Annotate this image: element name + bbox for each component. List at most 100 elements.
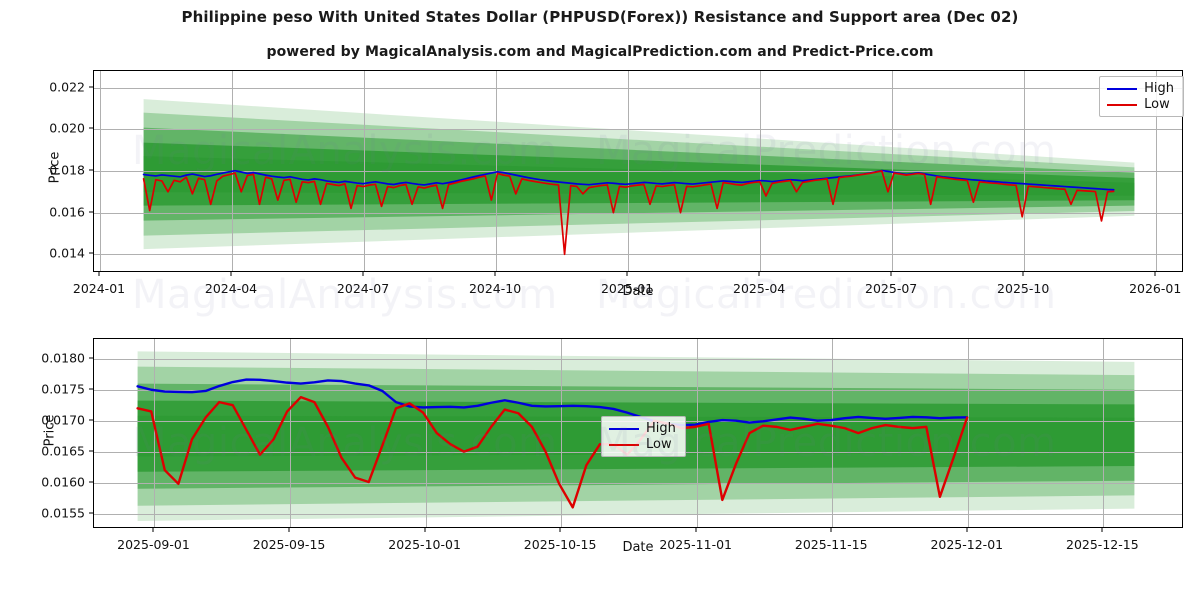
- legend-swatch-low: [1107, 103, 1138, 106]
- x-axis-tick-label: 2025-10-01: [388, 537, 461, 552]
- y-axis-tick-mark: [89, 450, 93, 452]
- gridline-horizontal: [94, 389, 1182, 391]
- legend-label-high: High: [646, 421, 676, 436]
- series-line-high: [142, 169, 1115, 191]
- x-axis-tick-mark: [424, 528, 426, 532]
- x-axis-tick-mark: [830, 528, 832, 532]
- gridline-horizontal: [94, 212, 1182, 214]
- x-axis-tick-mark: [98, 272, 100, 276]
- y-axis-tick-label: 0.018: [49, 162, 85, 178]
- legend-swatch-low: [609, 443, 639, 446]
- gridline-vertical: [832, 339, 834, 527]
- zoomed-plot-area: High Low: [93, 338, 1183, 528]
- legend-label-low: Low: [646, 437, 672, 452]
- x-axis-tick-label: 2025-09-15: [252, 537, 326, 552]
- zoomed-y-axis-label: Price: [42, 414, 58, 447]
- x-axis-tick-mark: [1154, 272, 1156, 276]
- x-axis-tick-mark: [758, 272, 760, 276]
- gridline-horizontal: [94, 358, 1182, 360]
- gridline-vertical: [425, 339, 427, 527]
- y-axis-tick-mark: [89, 211, 93, 213]
- y-axis-tick-label: 0.022: [49, 79, 85, 95]
- gridline-horizontal: [94, 254, 1182, 256]
- x-axis-tick-label: 2024-07: [336, 281, 390, 296]
- legend-item-high[interactable]: High: [1107, 82, 1174, 95]
- x-axis-tick-label: 2025-12-01: [930, 537, 1004, 552]
- gridline-horizontal: [94, 129, 1182, 131]
- x-axis-tick-label: 2025-10: [997, 281, 1050, 296]
- legend-item-low[interactable]: Low: [609, 438, 676, 451]
- overview-x-axis-label: Date: [622, 284, 654, 299]
- y-axis-tick-label: 0.020: [49, 120, 85, 136]
- y-axis-tick-label: 0.016: [49, 204, 85, 220]
- gridline-vertical: [1103, 339, 1105, 527]
- y-axis-tick-mark: [89, 127, 93, 129]
- x-axis-tick-mark: [230, 272, 232, 276]
- gridline-vertical: [696, 339, 698, 527]
- gridline-vertical: [1156, 71, 1158, 271]
- x-axis-tick-mark: [1022, 272, 1024, 276]
- y-axis-tick-label: 0.0165: [41, 443, 85, 459]
- overview-legend[interactable]: High Low: [1099, 76, 1184, 117]
- x-axis-tick-label: 2026-01: [1129, 281, 1182, 296]
- overview-series-lines: [142, 169, 1115, 256]
- gridline-vertical: [561, 339, 563, 527]
- x-axis-tick-label: 2025-11-15: [794, 537, 868, 552]
- y-axis-tick-mark: [89, 357, 93, 359]
- gridline-horizontal: [94, 482, 1182, 484]
- y-axis-tick-mark: [89, 481, 93, 483]
- page-title: Philippine peso With United States Dolla…: [181, 8, 1019, 26]
- zoomed-chart-panel: High Low 0.0155 0.0160 0.0165 0.0170 0.0175 0.…: [41, 338, 1183, 555]
- overview-plot-area: [93, 70, 1183, 272]
- legend-swatch-high: [609, 427, 639, 430]
- gridline-horizontal: [94, 513, 1182, 515]
- series-line-high: [136, 378, 969, 427]
- gridline-vertical: [290, 339, 292, 527]
- x-axis-tick-mark: [1101, 528, 1103, 532]
- y-axis-tick-mark: [89, 419, 93, 421]
- legend-item-low[interactable]: Low: [1107, 98, 1174, 111]
- overview-y-axis-label: Price: [47, 151, 63, 184]
- y-axis-tick-label: 0.0170: [41, 412, 85, 428]
- gridline-vertical: [628, 71, 630, 271]
- gridline-vertical: [1024, 71, 1026, 271]
- x-axis-tick-label: 2025-07: [865, 281, 918, 296]
- x-axis-tick-label: 2025-11-01: [659, 537, 733, 552]
- x-axis-tick-label: 2024-04: [204, 281, 258, 296]
- x-axis-tick-mark: [152, 528, 154, 532]
- gridline-vertical: [99, 71, 101, 271]
- y-axis-tick-mark: [89, 512, 93, 514]
- x-axis-tick-mark: [890, 272, 892, 276]
- x-axis-tick-mark: [288, 528, 290, 532]
- x-axis-tick-label: 2025-10-15: [523, 537, 597, 552]
- y-axis-tick-label: 0.0155: [41, 505, 85, 521]
- zoomed-series-lines: [136, 378, 969, 509]
- y-axis-tick-label: 0.0160: [41, 474, 85, 490]
- x-axis-tick-mark: [966, 528, 968, 532]
- y-axis-tick-mark: [89, 169, 93, 171]
- x-axis-tick-label: 2025-09-01: [117, 537, 190, 552]
- page-subtitle: powered by MagicalAnalysis.com and Magic…: [266, 44, 934, 60]
- gridline-vertical: [760, 71, 762, 271]
- x-axis-tick-mark: [559, 528, 561, 532]
- y-axis-tick-mark: [89, 86, 93, 88]
- x-axis-tick-label: 2024-01: [72, 281, 126, 296]
- gridline-horizontal: [94, 87, 1182, 89]
- x-axis-tick-mark: [626, 272, 628, 276]
- zoomed-x-axis-label: Date: [622, 540, 654, 555]
- x-axis-tick-mark: [494, 272, 496, 276]
- series-line-low: [142, 170, 1115, 256]
- x-axis-tick-label: 2025-12-15: [1066, 537, 1139, 552]
- series-line-low: [136, 395, 969, 509]
- x-axis-tick-mark: [362, 272, 364, 276]
- x-axis-tick-label: 2025-01: [600, 281, 654, 296]
- y-axis-tick-mark: [89, 252, 93, 254]
- gridline-vertical: [364, 71, 366, 271]
- zoomed-legend[interactable]: High Low: [601, 416, 686, 457]
- x-axis-tick-label: 2025-04: [733, 281, 786, 296]
- overview-chart-panel: 0.014 0.016 0.018 0.020 0.022 2024-01 2024-04…: [48, 70, 1184, 299]
- y-axis-tick-mark: [89, 388, 93, 390]
- legend-item-high[interactable]: High: [609, 422, 676, 435]
- legend-swatch-high: [1107, 87, 1138, 90]
